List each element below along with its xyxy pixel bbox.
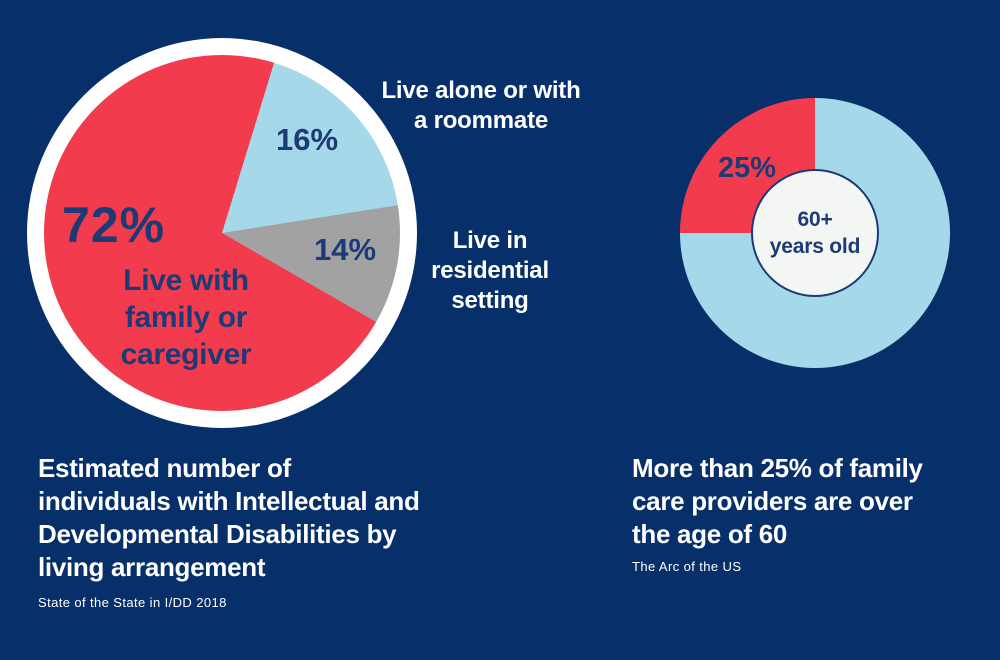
callout-line: a roommate <box>413 107 549 134</box>
callout-line: setting <box>451 287 529 314</box>
callout-line: Live in <box>452 227 528 254</box>
donut-center-text: 60+ <box>797 208 833 231</box>
left-chart-caption: Estimated number of individuals with Int… <box>38 452 420 584</box>
callout-line: residential <box>431 257 549 284</box>
pie-value-16: 16% <box>275 122 339 157</box>
donut-value-25: 25% <box>717 152 777 184</box>
pie-label-line: family or <box>124 301 248 334</box>
pie-label-line: caregiver <box>120 338 252 371</box>
right-chart-source: The Arc of the US <box>632 559 742 574</box>
right-chart-caption: More than 25% of family care providers a… <box>632 452 923 551</box>
left-chart-source: State of the State in I/DD 2018 <box>38 595 227 610</box>
caption-line: care providers are over <box>632 486 913 516</box>
pie-living-arrangement <box>44 55 400 411</box>
caption-line: living arrangement <box>38 552 266 582</box>
caption-line: individuals with Intellectual and <box>38 486 420 516</box>
caption-line: the age of 60 <box>632 519 788 549</box>
pie-callout-live-alone: Live alone or with a roommate <box>358 76 604 136</box>
donut-center-circle: 60+ years old <box>751 169 879 297</box>
pie-callout-residential: Live in residential setting <box>400 226 580 316</box>
pie-label-family-caregiver: Live with family or caregiver <box>88 262 284 373</box>
caption-line: Developmental Disabilities by <box>38 519 397 549</box>
pie-value-72: 72% <box>62 197 166 253</box>
caption-line: Estimated number of <box>38 453 291 483</box>
pie-value-14: 14% <box>313 232 377 267</box>
pie-label-line: Live with <box>123 264 249 297</box>
caption-line: More than 25% of family <box>632 453 923 483</box>
callout-line: Live alone or with <box>381 77 581 104</box>
donut-center-text: years old <box>769 235 861 258</box>
